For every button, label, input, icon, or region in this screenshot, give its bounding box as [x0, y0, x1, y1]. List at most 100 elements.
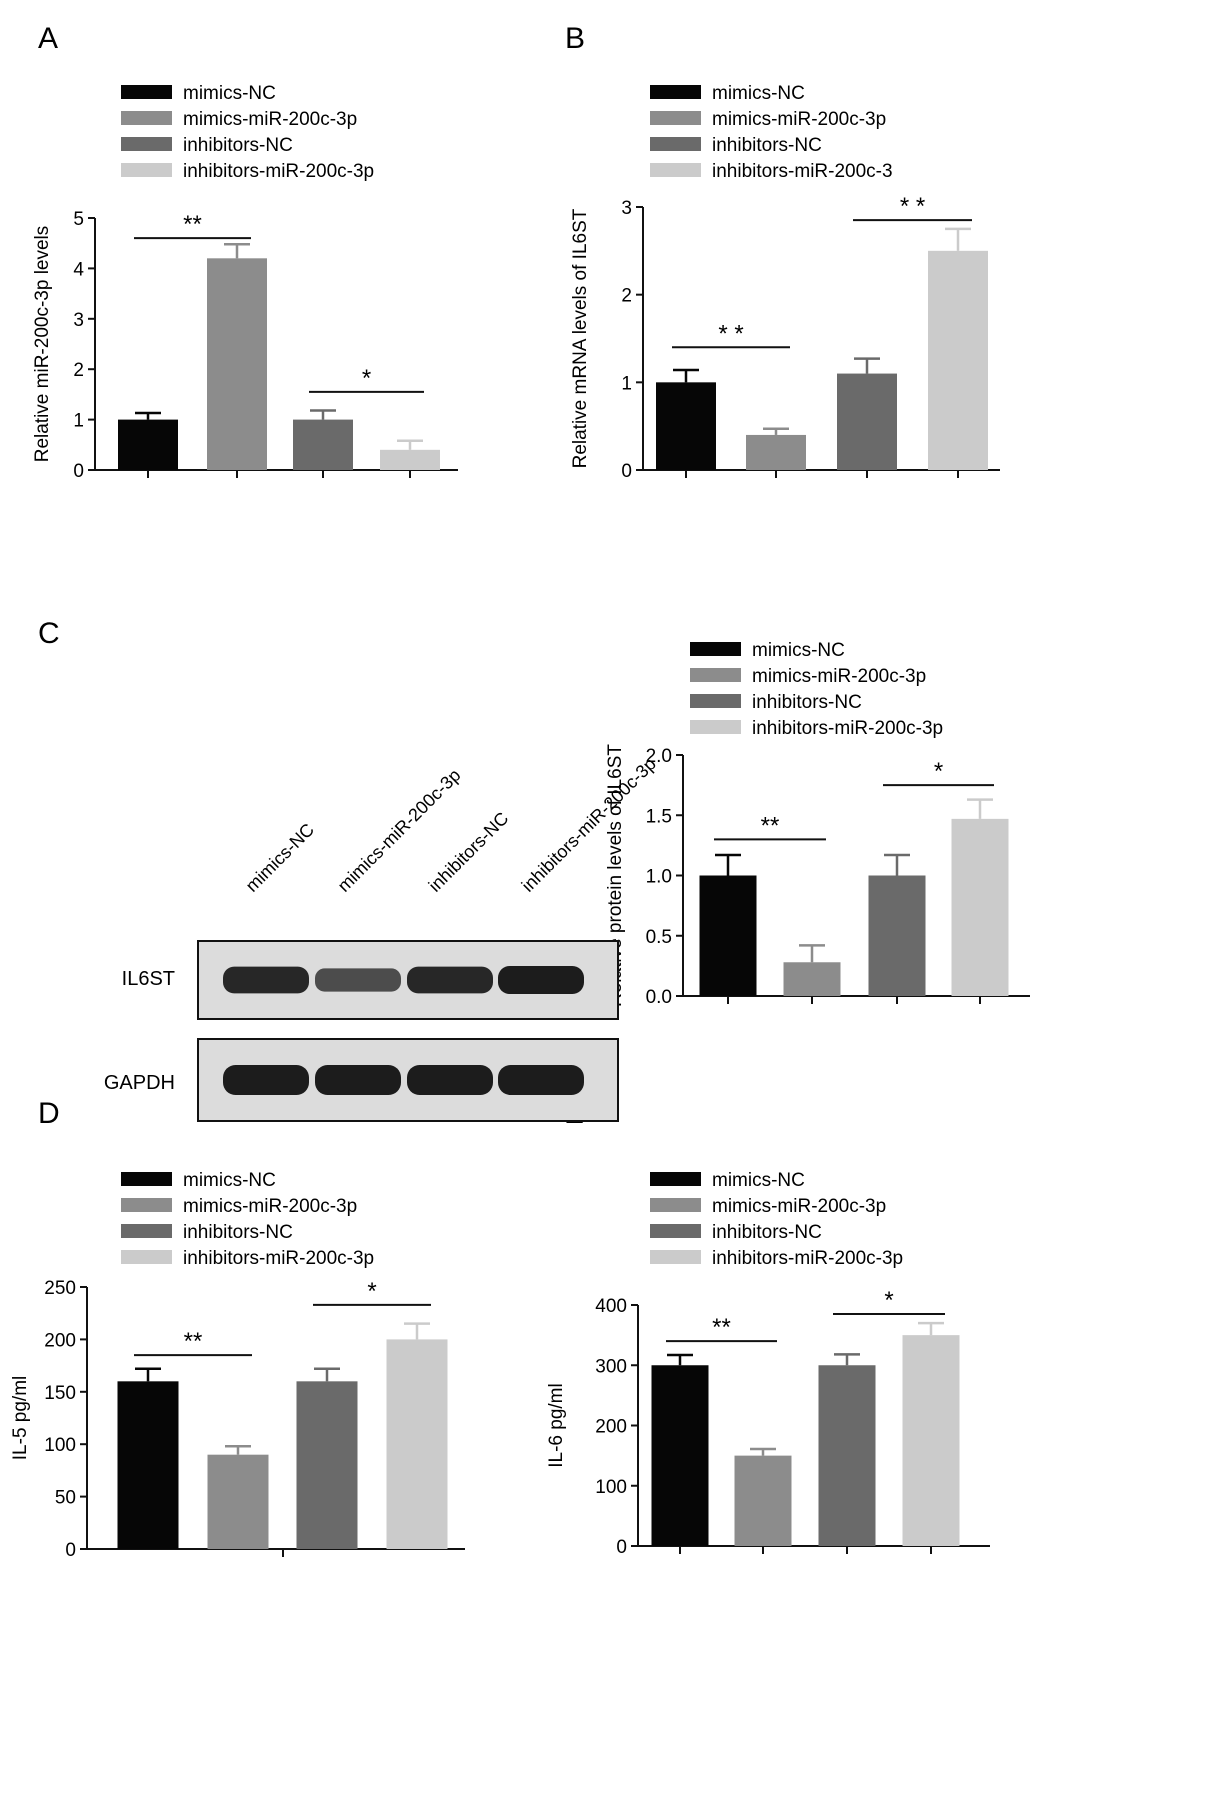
y-tick-label: 3 — [621, 198, 632, 219]
blot-row-label: GAPDH — [104, 1072, 175, 1094]
legend-swatch — [650, 1198, 701, 1212]
y-tick-label: 100 — [595, 1477, 627, 1498]
significance-label: ** — [183, 211, 202, 238]
panel-letter: C — [38, 617, 60, 650]
legend-swatch — [121, 163, 172, 177]
legend-label: mimics-NC — [712, 1170, 805, 1191]
y-axis-label: IL-6 pg/ml — [546, 1383, 567, 1467]
blot-band — [407, 1065, 493, 1095]
legend-label: inhibitors-miR-200c-3 — [712, 161, 893, 182]
panel-letter: D — [38, 1097, 60, 1130]
y-tick-label: 0 — [621, 461, 632, 482]
blot-band — [407, 966, 493, 994]
legend-label: inhibitors-miR-200c-3p — [183, 161, 374, 182]
y-axis-label: IL-5 pg/ml — [10, 1376, 31, 1460]
bar-inhibitors-mir-200c-3 — [928, 250, 988, 470]
y-tick-label: 3 — [73, 310, 84, 331]
bar-inhibitors-nc — [818, 1365, 876, 1546]
legend-swatch — [650, 1250, 701, 1264]
y-tick-label: 4 — [73, 259, 84, 280]
blot-band — [315, 1065, 401, 1095]
y-tick-label: 5 — [73, 209, 84, 230]
bar-mimics-nc — [656, 382, 716, 470]
y-tick-label: 0 — [616, 1537, 627, 1558]
legend-swatch — [121, 1198, 172, 1212]
bar-inhibitors-nc — [868, 875, 926, 996]
legend-label: mimics-miR-200c-3p — [183, 1196, 357, 1217]
y-tick-label: 150 — [44, 1383, 76, 1404]
panel-letter: A — [38, 22, 58, 55]
y-axis-label: Relative mRNA levels of IL6ST — [570, 208, 591, 468]
legend-swatch — [690, 694, 741, 708]
y-tick-label: 200 — [44, 1330, 76, 1351]
bar-mimics-mir-200c-3p — [746, 434, 806, 470]
legend-swatch — [121, 1172, 172, 1186]
legend-label: inhibitors-miR-200c-3p — [712, 1248, 903, 1269]
legend-label: inhibitors-NC — [183, 135, 293, 156]
y-tick-label: 50 — [55, 1488, 76, 1509]
legend-swatch — [650, 163, 701, 177]
legend-swatch — [121, 1250, 172, 1264]
significance-label: * * — [900, 193, 925, 220]
blot-band — [223, 1065, 309, 1095]
y-tick-label: 300 — [595, 1356, 627, 1377]
significance-label: * — [884, 1287, 893, 1314]
y-tick-label: 200 — [595, 1417, 627, 1438]
y-tick-label: 0 — [65, 1540, 76, 1561]
lane-label: mimics-NC — [242, 819, 318, 895]
significance-label: ** — [184, 1328, 203, 1355]
y-tick-label: 1.5 — [646, 806, 672, 827]
bar-mimics-nc — [699, 875, 757, 996]
significance-label: ** — [761, 812, 780, 839]
bar-inhibitors-mir-200c-3p — [386, 1339, 448, 1549]
bar-mimics-mir-200c-3p — [207, 258, 267, 470]
bar-mimics-nc — [118, 419, 178, 470]
legend-label: mimics-NC — [183, 83, 276, 104]
bar-mimics-mir-200c-3p — [783, 962, 841, 996]
legend-swatch — [121, 111, 172, 125]
legend-label: mimics-miR-200c-3p — [712, 109, 886, 130]
legend-label: inhibitors-NC — [183, 1222, 293, 1243]
bar-inhibitors-nc — [293, 419, 353, 470]
y-tick-label: 2.0 — [646, 746, 672, 767]
legend-swatch — [121, 1224, 172, 1238]
legend-label: mimics-NC — [752, 640, 845, 661]
legend-label: inhibitors-NC — [712, 1222, 822, 1243]
panel-e: Emimics-NCmimics-miR-200c-3pinhibitors-N… — [546, 1097, 990, 1558]
bar-inhibitors-mir-200c-3p — [380, 449, 440, 470]
blot-band — [315, 968, 401, 992]
legend-swatch — [650, 85, 701, 99]
western-blot: mimics-NC mimics-miR-200c-3pinhibitors-NC… — [104, 754, 660, 1122]
y-tick-label: 2 — [73, 360, 84, 381]
legend-swatch — [690, 642, 741, 656]
significance-label: ** — [712, 1314, 731, 1341]
legend-swatch — [121, 137, 172, 151]
y-tick-label: 0.5 — [646, 927, 672, 948]
legend-swatch — [650, 1172, 701, 1186]
legend-swatch — [690, 720, 741, 734]
y-tick-label: 0.0 — [646, 987, 672, 1008]
legend-label: inhibitors-miR-200c-3p — [183, 1248, 374, 1269]
y-tick-label: 2 — [621, 286, 632, 307]
legend-swatch — [121, 85, 172, 99]
y-tick-label: 1 — [73, 411, 84, 432]
blot-row-label: IL6ST — [122, 968, 175, 990]
legend-swatch — [650, 1224, 701, 1238]
legend-label: inhibitors-NC — [712, 135, 822, 156]
blot-band — [223, 966, 309, 994]
lane-label: inhibitors-miR-200c-3p — [518, 754, 660, 896]
legend-label: mimics-NC — [183, 1170, 276, 1191]
y-tick-label: 400 — [595, 1296, 627, 1317]
legend-label: inhibitors-NC — [752, 692, 862, 713]
significance-label: * — [362, 365, 371, 392]
bar-inhibitors-nc — [296, 1381, 358, 1549]
blot-band — [498, 1065, 584, 1095]
y-tick-label: 250 — [44, 1278, 76, 1299]
legend-label: inhibitors-miR-200c-3p — [752, 718, 943, 739]
significance-label: * — [367, 1278, 376, 1305]
